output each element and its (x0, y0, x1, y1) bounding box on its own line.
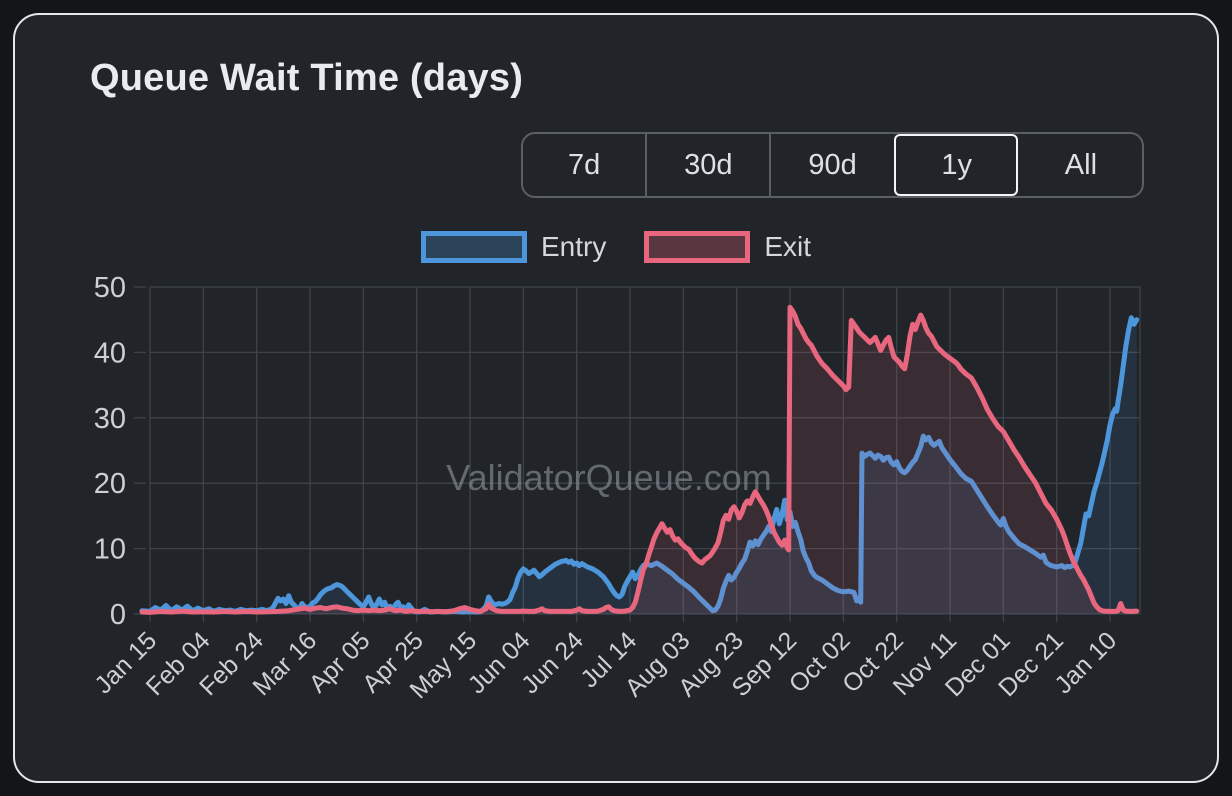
entry-series-swatch (420, 231, 527, 263)
svg-text:Jan 10: Jan 10 (1049, 626, 1122, 699)
svg-text:30: 30 (94, 403, 126, 435)
range-button-90d[interactable]: 90d (769, 134, 893, 196)
entry-legend-label: Entry (540, 231, 607, 262)
watermark: ValidatorQueue.com (446, 457, 772, 498)
entry-series-line (139, 315, 1140, 615)
entry-series-fill (142, 317, 1137, 614)
range-button-30d[interactable]: 30d (645, 134, 769, 196)
legend-item-entry[interactable]: Entry (420, 231, 607, 263)
svg-text:10: 10 (94, 534, 126, 566)
legend-item-exit[interactable]: Exit (644, 231, 811, 263)
chart-legend: Entry Exit (15, 231, 1217, 263)
svg-text:20: 20 (94, 468, 126, 500)
exit-legend-label: Exit (764, 231, 812, 262)
svg-text:Jun 24: Jun 24 (516, 626, 589, 699)
range-button-all[interactable]: All (1018, 134, 1142, 196)
time-range-selector: 7d 30d 90d 1y All (521, 132, 1144, 198)
exit-series-swatch (644, 231, 751, 263)
svg-text:40: 40 (94, 337, 126, 369)
range-button-7d[interactable]: 7d (523, 134, 645, 196)
range-button-1y[interactable]: 1y (893, 134, 1018, 196)
svg-text:0: 0 (110, 599, 126, 631)
exit-series-line (139, 304, 1140, 615)
chart-card: Queue Wait Time (days) 7d 30d 90d 1y All… (13, 13, 1219, 783)
page-title: Queue Wait Time (days) (90, 57, 524, 99)
exit-series-fill (142, 307, 1137, 614)
svg-text:50: 50 (94, 272, 126, 304)
